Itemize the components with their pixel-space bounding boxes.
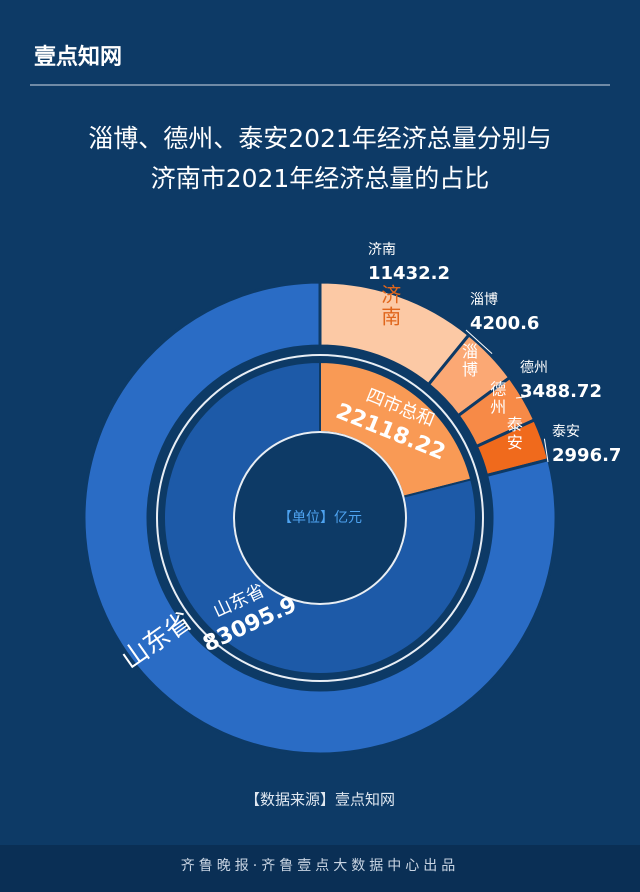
- credit: 齐鲁晚报·齐鲁壹点大数据中心出品: [181, 858, 459, 874]
- outer-segment: [82, 280, 558, 756]
- segment-label-text: 淄博: [459, 343, 478, 379]
- segment-label: 淄博: [459, 343, 478, 379]
- footer-band: [0, 845, 640, 892]
- chart-title: 淄博、德州、泰安2021年经济总量分别与: [88, 124, 552, 153]
- chart-title: 济南市2021年经济总量的占比: [151, 164, 490, 193]
- leader-line: [543, 438, 549, 463]
- leader-line: [465, 329, 493, 354]
- ring-border: [156, 354, 484, 682]
- segment-label: 泰安: [504, 416, 523, 452]
- center-disc: [233, 431, 407, 605]
- plot: 【单位】亿元济南济南11432.2淄博淄博4200.6德州德州3488.72泰安…: [82, 242, 621, 756]
- segment-label-text: 济南: [378, 283, 402, 327]
- leader-line: [515, 396, 526, 399]
- segment-label-text: 德州: [487, 380, 506, 416]
- callout-name: 德州: [520, 360, 548, 376]
- callout-value: 3488.72: [520, 381, 602, 402]
- callout-name: 淄博: [470, 291, 498, 308]
- segment-label: 济南: [378, 283, 402, 327]
- callout-value: 4200.6: [470, 313, 539, 334]
- logo: 壹点知网: [34, 44, 122, 70]
- segment-label: 德州: [487, 380, 506, 416]
- callout-name: 泰安: [552, 424, 580, 440]
- callout-value: 2996.7: [552, 445, 621, 466]
- source: 【数据来源】壹点知网: [245, 791, 395, 809]
- unit-label: 【单位】亿元: [278, 510, 362, 526]
- callout-value: 11432.2: [368, 263, 450, 284]
- segment-label-text: 泰安: [504, 416, 523, 452]
- callout-name: 济南: [368, 242, 396, 258]
